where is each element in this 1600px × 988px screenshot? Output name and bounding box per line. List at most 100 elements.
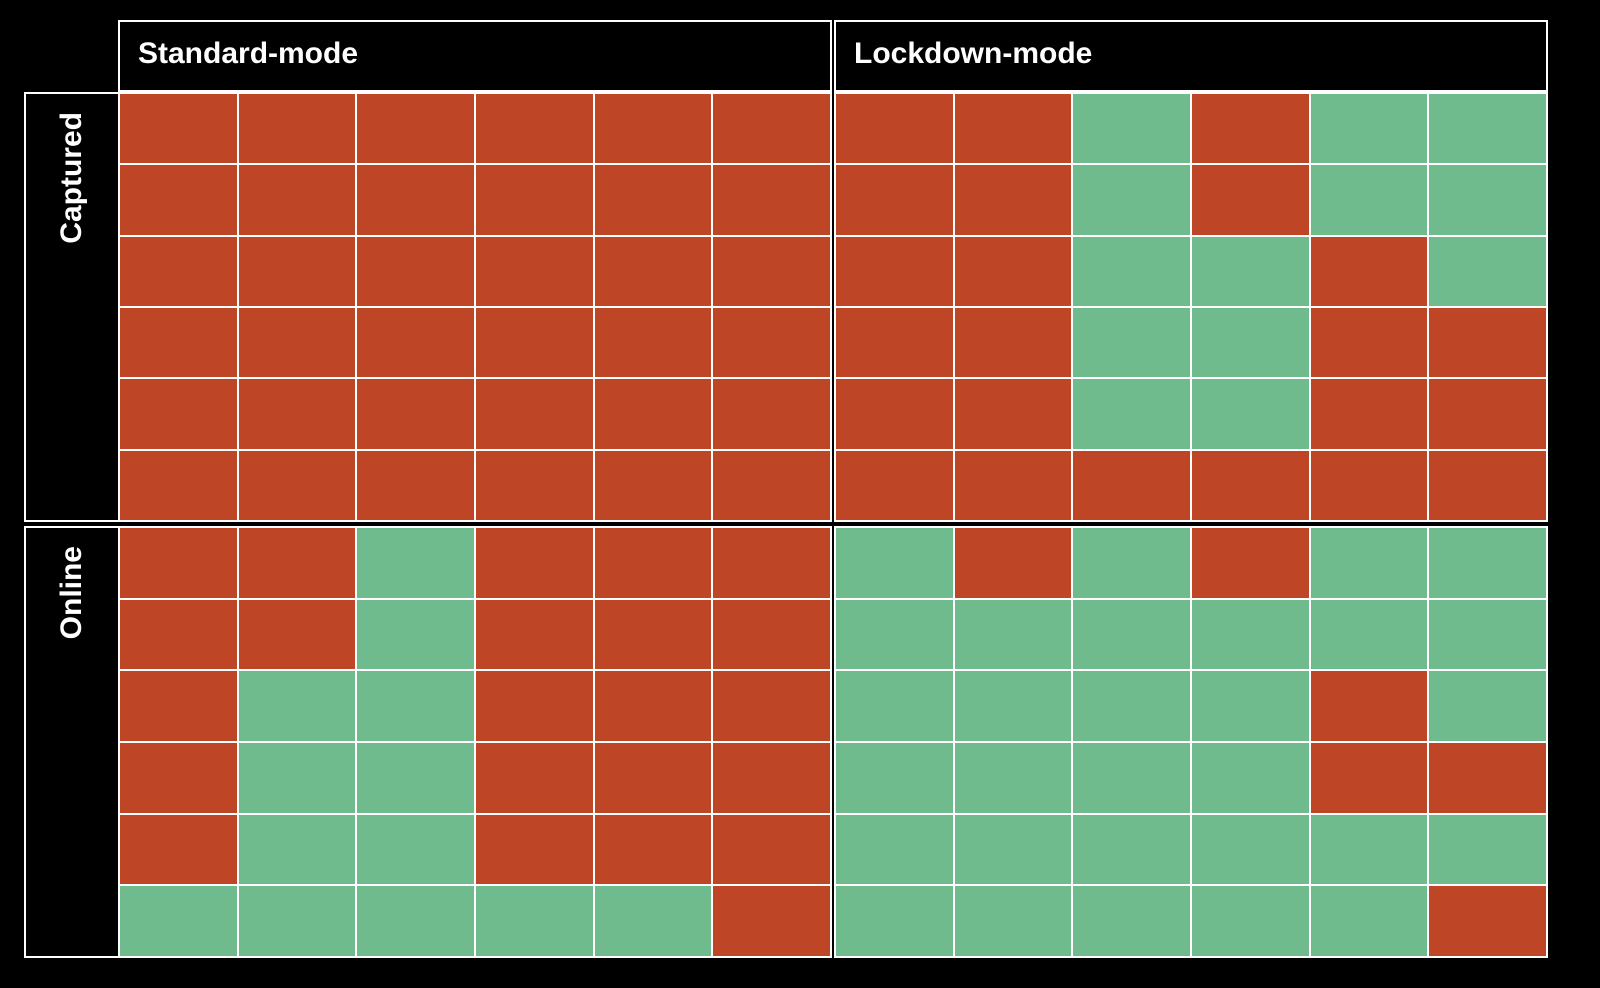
heatmap-cell: [594, 742, 712, 813]
heatmap-cell: [238, 814, 356, 885]
heatmap-cell: [1191, 528, 1309, 598]
row-header-captured: Captured: [24, 92, 120, 522]
heatmap-cell: [1429, 379, 1546, 449]
heatmap-cell: [1429, 814, 1546, 885]
heatmap-cell: [836, 94, 953, 164]
heatmap-cell: [954, 308, 1072, 378]
heatmap-cell: [1073, 379, 1190, 449]
heatmap-cell: [238, 94, 356, 164]
heatmap-cell: [1191, 599, 1309, 670]
heatmap-cell: [1310, 165, 1428, 235]
heatmap-cell: [594, 236, 712, 306]
heatmap-cell: [954, 528, 1072, 598]
heatmap-cell: [836, 450, 953, 520]
heatmap-cell: [713, 814, 830, 885]
heatmap-cell: [475, 814, 593, 885]
heatmap-cell: [1073, 236, 1190, 306]
heatmap-cell: [1429, 236, 1546, 306]
heatmap-cell: [1429, 450, 1546, 520]
heatmap-cell: [954, 886, 1072, 956]
heatmap-cell: [475, 94, 593, 164]
heatmap-cell: [1310, 528, 1428, 598]
heatmap-cell: [357, 886, 474, 956]
heatmap-cell: [1310, 814, 1428, 885]
heatmap-cell: [713, 94, 830, 164]
heatmap-cell: [1429, 308, 1546, 378]
heatmap-cell: [357, 379, 474, 449]
heatmap-cell: [713, 742, 830, 813]
heatmap-cell: [475, 742, 593, 813]
heatmap-cell: [836, 814, 953, 885]
heatmap-cell: [713, 379, 830, 449]
heatmap-cell: [120, 308, 237, 378]
heatmap-cell: [1429, 528, 1546, 598]
heatmap-cell: [1073, 599, 1190, 670]
heatmap-cell: [120, 671, 237, 741]
heatmap-cell: [836, 308, 953, 378]
quadrant-online-lockdown-mode: [834, 526, 1548, 958]
heatmap-cell: [836, 886, 953, 956]
heatmap-cell: [713, 528, 830, 598]
heatmap-cell: [1073, 450, 1190, 520]
heatmap-cell: [594, 599, 712, 670]
heatmap-cell: [954, 236, 1072, 306]
heatmap-cell: [120, 599, 237, 670]
heatmap-cell: [1310, 94, 1428, 164]
heatmap-cell: [1073, 742, 1190, 813]
heatmap-cell: [594, 94, 712, 164]
heatmap-cell: [1073, 165, 1190, 235]
row-header-online-label: Online: [55, 546, 88, 640]
heatmap-cell: [1191, 742, 1309, 813]
heatmap-cell: [1073, 671, 1190, 741]
heatmap-cell: [1429, 886, 1546, 956]
row-header-captured-label: Captured: [55, 112, 88, 244]
heatmap-cell: [1191, 671, 1309, 741]
heatmap-cell: [594, 379, 712, 449]
heatmap-cell: [357, 528, 474, 598]
heatmap-cell: [1429, 671, 1546, 741]
heatmap-cell: [238, 886, 356, 956]
heatmap-cell: [1191, 814, 1309, 885]
heatmap-cell: [836, 236, 953, 306]
heatmap-cell: [1310, 379, 1428, 449]
heatmap-cell: [954, 450, 1072, 520]
heatmap-cell: [238, 165, 356, 235]
heatmap-cell: [475, 671, 593, 741]
quadrant-captured-lockdown-mode: [834, 92, 1548, 522]
quadrant-captured-standard-mode: [118, 92, 832, 522]
heatmap-cell: [954, 165, 1072, 235]
heatmap-cell: [1310, 308, 1428, 378]
heatmap-cell: [1191, 236, 1309, 306]
heatmap-cell: [713, 599, 830, 670]
heatmap-cell: [1073, 528, 1190, 598]
heatmap-cell: [1429, 599, 1546, 670]
heatmap-cell: [475, 308, 593, 378]
heatmap-cell: [475, 450, 593, 520]
heatmap-cell: [357, 94, 474, 164]
heatmap-cell: [357, 236, 474, 306]
heatmap-cell: [357, 165, 474, 235]
heatmap-cell: [713, 165, 830, 235]
heatmap-cell: [1191, 450, 1309, 520]
heatmap-cell: [238, 599, 356, 670]
heatmap-cell: [954, 742, 1072, 813]
heatmap-cell: [1191, 165, 1309, 235]
heatmap-cell: [238, 236, 356, 306]
heatmap-cell: [357, 814, 474, 885]
heatmap-cell: [357, 599, 474, 670]
heatmap-cell: [954, 814, 1072, 885]
heatmap-cell: [120, 528, 237, 598]
heatmap-cell: [594, 528, 712, 598]
heatmap-cell: [357, 450, 474, 520]
heatmap-cell: [1310, 886, 1428, 956]
heatmap-cell: [1310, 599, 1428, 670]
heatmap-cell: [1429, 165, 1546, 235]
column-header-standard-mode: Standard-mode: [118, 20, 832, 92]
heatmap-cell: [836, 379, 953, 449]
heatmap-cell: [120, 814, 237, 885]
heatmap-cell: [594, 671, 712, 741]
heatmap-cell: [836, 742, 953, 813]
heatmap-cell: [594, 308, 712, 378]
heatmap-cell: [238, 308, 356, 378]
